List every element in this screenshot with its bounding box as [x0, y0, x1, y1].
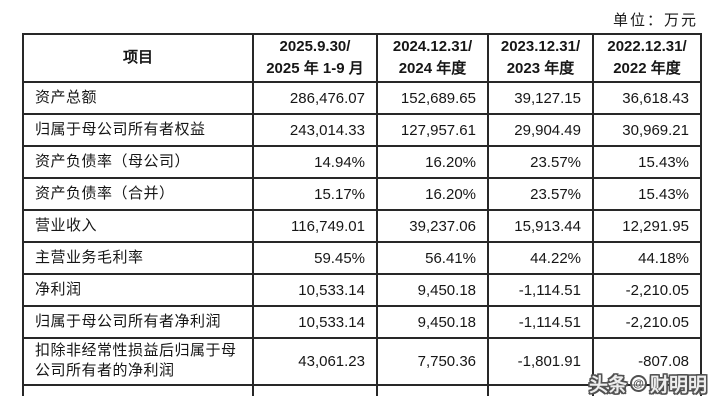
cell-value: 10,533.14 [252, 273, 378, 307]
cell-value: 127,957.61 [376, 113, 489, 147]
header-period-2024-date: 2024.12.31/ [392, 37, 473, 55]
row-label: 归属于母公司所有者净利润 [22, 305, 254, 339]
header-period-2023-range: 2023 年度 [506, 60, 575, 77]
cell-value: -807.08 [592, 337, 702, 386]
header-period-2023: 2023.12.31/ 2023 年度 [487, 33, 594, 83]
cell-value: 9,450.18 [376, 273, 489, 307]
cell-value: 23.57% [487, 177, 594, 211]
at-circle-icon: @ [629, 375, 647, 392]
header-item-column: 项目 [22, 33, 254, 83]
cell-value: -1,114.51 [487, 305, 594, 339]
cell-value: 23.57% [487, 145, 594, 179]
cell-value: 44.22% [487, 241, 594, 275]
cell-value: -1,801.91 [487, 337, 594, 386]
cell-value: 12,291.95 [592, 209, 702, 243]
table-row-debt-ratio-consolidated: 资产负债率（合并） 15.17% 16.20% 23.57% 15.43% [22, 177, 702, 211]
header-period-2025-date: 2025.9.30/ [279, 37, 351, 55]
header-period-2025-range: 2025 年 1-9 月 [266, 60, 364, 77]
cell-value: 15.43% [592, 177, 702, 211]
table-row-net-profit-parent: 归属于母公司所有者净利润 10,533.14 9,450.18 -1,114.5… [22, 305, 702, 339]
cell-value: 152,689.65 [376, 81, 489, 115]
unit-label: 单位：万元 [612, 13, 698, 29]
cell-value: 16.20% [376, 177, 489, 211]
cell-value: -2,210.05 [592, 273, 702, 307]
cell-value: 14.94% [252, 145, 378, 179]
cell-value: 15,913.44 [487, 209, 594, 243]
cell-value: 29,904.49 [487, 113, 594, 147]
header-period-2024-range: 2024 年度 [398, 60, 467, 77]
cell-value: 16.20% [376, 145, 489, 179]
header-period-2022-date: 2022.12.31/ [607, 37, 687, 55]
cell-value: 56.41% [376, 241, 489, 275]
header-period-2025: 2025.9.30/ 2025 年 1-9 月 [252, 33, 378, 83]
cell-value: 286,476.07 [252, 81, 378, 115]
header-period-2022: 2022.12.31/ 2022 年度 [592, 33, 702, 83]
row-label: 资产总额 [22, 81, 254, 115]
cell-value: -1,114.51 [487, 273, 594, 307]
table-row-revenue: 营业收入 116,749.01 39,237.06 15,913.44 12,2… [22, 209, 702, 243]
table-row-net-profit: 净利润 10,533.14 9,450.18 -1,114.51 -2,210.… [22, 273, 702, 307]
cell-value: 116,749.01 [252, 209, 378, 243]
cell-value: 39,237.06 [376, 209, 489, 243]
row-label: 资产负债率（母公司） [22, 145, 254, 179]
table-row-parent-equity: 归属于母公司所有者权益 243,014.33 127,957.61 29,904… [22, 113, 702, 147]
cell-value: 10,533.14 [252, 305, 378, 339]
cell-value: 15.17% [252, 177, 378, 211]
cell-value: -2,210.05 [592, 305, 702, 339]
watermark: 头条 @ 财明明 [589, 370, 707, 397]
row-label: 主营业务毛利率 [22, 241, 254, 275]
row-label: 净利润 [22, 273, 254, 307]
cell-value: 30,969.21 [592, 113, 702, 147]
table-row-total-assets: 资产总额 286,476.07 152,689.65 39,127.15 36,… [22, 81, 702, 115]
cell-value: 15.43% [592, 145, 702, 179]
cell-value: 243,014.33 [252, 113, 378, 147]
row-label: 资产负债率（合并） [22, 177, 254, 211]
cell-value: 43,061.23 [252, 337, 378, 386]
row-label: 营业收入 [22, 209, 254, 243]
cell-value: 7,750.36 [376, 337, 489, 386]
header-period-2024: 2024.12.31/ 2024 年度 [376, 33, 489, 83]
cell-value: 36,618.43 [592, 81, 702, 115]
row-label: 归属于母公司所有者权益 [22, 113, 254, 147]
watermark-username: 财明明 [649, 375, 707, 396]
table-row-net-profit-deducted: 扣除非经常性损益后归属于母公司所有者的净利润 43,061.23 7,750.3… [22, 337, 702, 386]
watermark-prefix: 头条 [588, 375, 627, 396]
cell-value: 44.18% [592, 241, 702, 275]
header-period-2023-date: 2023.12.31/ [500, 37, 581, 55]
table-row-gross-margin: 主营业务毛利率 59.45% 56.41% 44.22% 44.18% [22, 241, 702, 275]
cell-value: 9,450.18 [376, 305, 489, 339]
table-row-debt-ratio-parent: 资产负债率（母公司） 14.94% 16.20% 23.57% 15.43% [22, 145, 702, 179]
row-label: 扣除非经常性损益后归属于母公司所有者的净利润 [22, 337, 254, 386]
table-header-row: 项目 2025.9.30/ 2025 年 1-9 月 2024.12.31/ 2… [22, 33, 702, 83]
header-period-2022-range: 2022 年度 [613, 60, 681, 77]
table-row-cutoff-stub [22, 383, 702, 396]
cell-value: 39,127.15 [487, 81, 594, 115]
cell-value: 59.45% [252, 241, 378, 275]
financial-summary-table: 项目 2025.9.30/ 2025 年 1-9 月 2024.12.31/ 2… [22, 33, 702, 396]
